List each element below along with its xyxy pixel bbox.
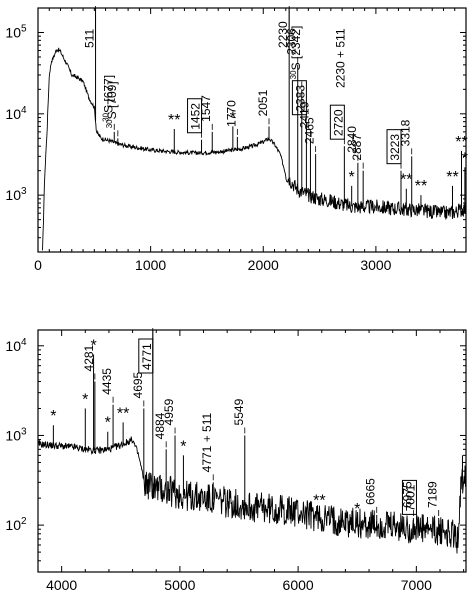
plot-frame xyxy=(37,329,467,573)
isotope-mass: 30 xyxy=(289,70,298,79)
contaminant-marker: ** xyxy=(313,492,325,509)
x-tick-label: 3000 xyxy=(360,257,391,273)
peak-label: 4884 xyxy=(153,412,167,439)
y-tick-label: 103 xyxy=(5,186,27,203)
y-tick-exponent: 4 xyxy=(21,337,27,348)
peak-label-box xyxy=(401,479,417,515)
y-tick-exponent: 5 xyxy=(21,23,27,34)
y-tick-label: 103 xyxy=(5,426,27,443)
isotope-mass: 30 xyxy=(105,119,114,128)
peak-label-box xyxy=(187,98,203,134)
peak-label: 30S [677] xyxy=(101,75,115,122)
contaminant-marker: * xyxy=(230,109,236,126)
peak-label: 4695 xyxy=(131,371,145,398)
contaminant-marker: ** xyxy=(446,169,458,186)
peak-label: 4771 + 511 xyxy=(200,413,214,473)
peak-label: 3318 xyxy=(399,119,413,146)
y-tick-exponent: 4 xyxy=(21,105,27,116)
peak-label: 5549 xyxy=(232,398,246,425)
spectrum-trace xyxy=(37,436,467,554)
y-tick-label: 102 xyxy=(5,516,27,533)
peak-label-box xyxy=(329,104,345,140)
isotope-mass: 30 xyxy=(101,112,110,121)
contaminant-marker: ** xyxy=(168,112,180,129)
contaminant-marker: * xyxy=(50,408,56,425)
contaminant-marker: ** xyxy=(400,172,412,189)
contaminant-marker: * xyxy=(180,438,186,455)
spectrum-trace xyxy=(42,47,467,251)
peak-label: 3223 xyxy=(388,134,402,161)
peak-label: 7189 xyxy=(426,481,440,508)
peak-label: 511 xyxy=(83,29,97,48)
y-tick-exponent: 3 xyxy=(21,186,27,197)
isotope-label: S [677] xyxy=(101,75,115,113)
bottom-spectrum-panel: 4000 5000 6000 7000104103102***4281*4435**4… xyxy=(5,328,467,593)
x-tick-label: 0 xyxy=(34,257,42,273)
peak-label: 30S [2342] xyxy=(289,26,303,80)
peak-label: 6975 xyxy=(400,481,414,508)
peak-label: 4281 xyxy=(82,344,96,371)
x-tick-label: 5000 xyxy=(164,577,195,593)
y-tick-label: 104 xyxy=(5,337,27,354)
x-tick-label: 6000 xyxy=(283,577,314,593)
isotope-label: S [2342] xyxy=(289,26,303,71)
isotope-label: S [709] xyxy=(105,81,119,119)
y-tick-exponent: 2 xyxy=(21,516,27,527)
contaminant-marker: ** xyxy=(117,405,129,422)
peak-label: 2840 xyxy=(345,126,359,153)
peak-label: 2383 xyxy=(293,85,307,112)
y-tick-exponent: 3 xyxy=(21,426,27,437)
peak-label: 2720 xyxy=(331,109,345,136)
peak-label: 4959 xyxy=(162,398,176,425)
contaminant-marker: ** xyxy=(455,134,467,151)
peak-label: 2230 xyxy=(276,21,290,48)
axes: 4000 5000 6000 7000 104 103 102 xyxy=(5,330,466,593)
y-tick-label: 104 xyxy=(5,105,27,122)
peak-label: 1452 xyxy=(189,103,203,130)
peak-label: 7001 xyxy=(403,484,417,511)
peak-label-box xyxy=(291,80,307,116)
contaminant-marker: * xyxy=(105,415,111,432)
peak-label: 30S [709] xyxy=(105,81,119,128)
peak-label: 2887 xyxy=(350,134,364,161)
y-tick-label: 105 xyxy=(5,23,27,40)
contaminant-marker: * xyxy=(82,391,88,408)
peak-label: 2306 xyxy=(285,28,299,55)
peak-label: 4771 xyxy=(140,343,154,370)
peak-label: 1547 xyxy=(199,95,213,122)
sum-peak-annotation: 2230 + 511 xyxy=(334,28,348,88)
peak-label: 2465 xyxy=(303,117,317,144)
x-tick-label: 2000 xyxy=(248,257,279,273)
peak-label: 1770 xyxy=(224,100,238,127)
contaminant-marker: * xyxy=(462,150,468,167)
contaminant-marker: ** xyxy=(415,178,427,195)
x-tick-label: 4000 xyxy=(46,577,77,593)
peak-label: 6665 xyxy=(364,478,378,505)
contaminant-marker: * xyxy=(90,337,96,354)
peak-label: 2419 xyxy=(297,101,311,128)
peak-label: 4435 xyxy=(100,368,114,395)
x-tick-label: 1000 xyxy=(135,257,166,273)
peak-label: 2051 xyxy=(256,89,270,116)
contaminant-marker: * xyxy=(349,169,355,186)
x-tick-label: 7000 xyxy=(401,577,432,593)
contaminant-marker: * xyxy=(354,501,360,518)
peak-label-box xyxy=(386,129,402,165)
